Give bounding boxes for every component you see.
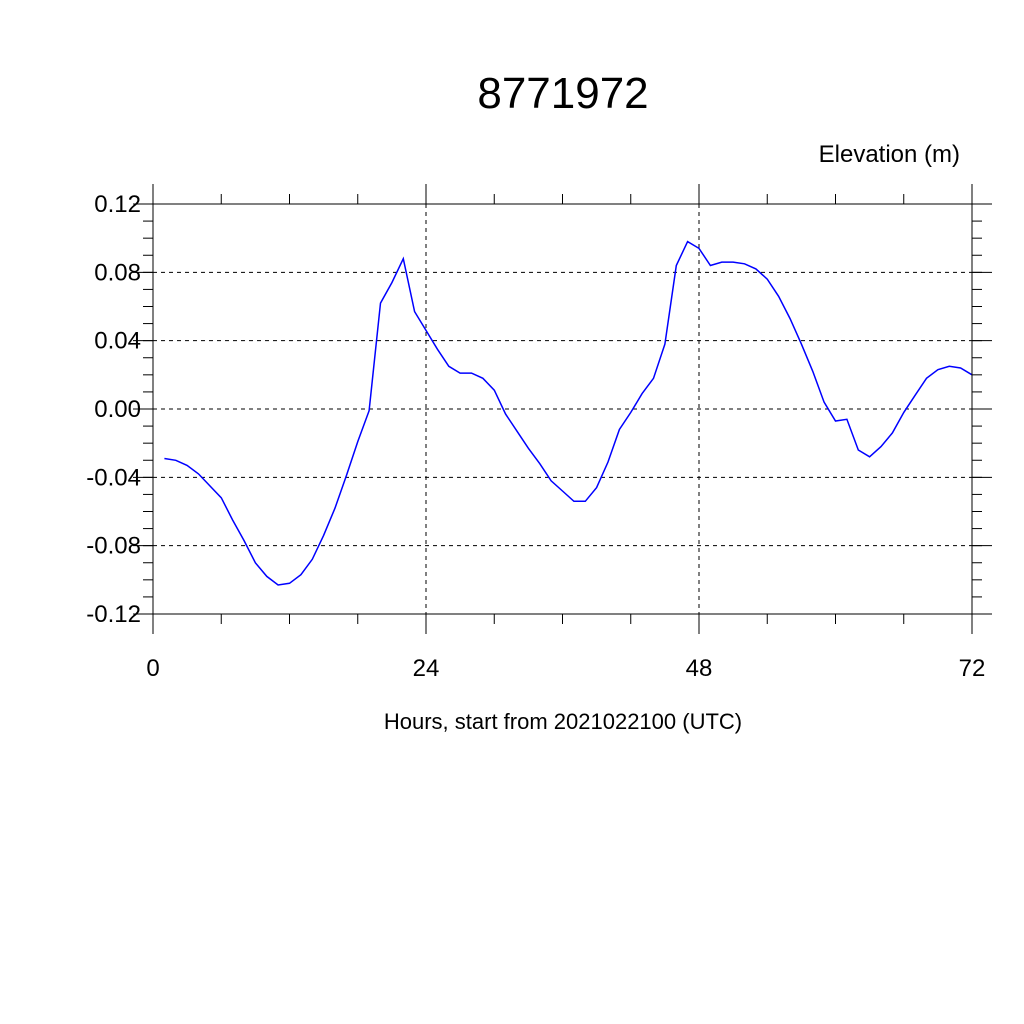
elevation-series-line [164,240,973,586]
x-axis-label: Hours, start from 2021022100 (UTC) [384,709,742,734]
y-tick-label: 0.08 [94,259,141,286]
x-tick-label: 0 [146,655,159,682]
x-tick-label: 48 [686,655,713,682]
tick-labels: -0.12 -0.08 -0.04 0.00 0.04 0.08 0.12 0 24 48 72 [86,191,985,682]
series-layer [164,240,973,586]
axis-ticks [133,184,992,634]
y-tick-label: -0.08 [86,533,141,560]
y-tick-label: 0.04 [94,328,141,355]
y-axis-label: Elevation (m) [819,141,960,168]
grid-lines [152,203,973,615]
y-tick-label: 0.12 [94,191,141,218]
x-tick-label: 24 [413,655,440,682]
plot-frame [152,203,973,615]
x-tick-label: 72 [959,655,986,682]
y-tick-label: -0.04 [86,464,141,491]
y-tick-label: 0.00 [94,396,141,423]
y-tick-label: -0.12 [86,601,141,628]
chart-title: 8771972 [477,69,648,118]
